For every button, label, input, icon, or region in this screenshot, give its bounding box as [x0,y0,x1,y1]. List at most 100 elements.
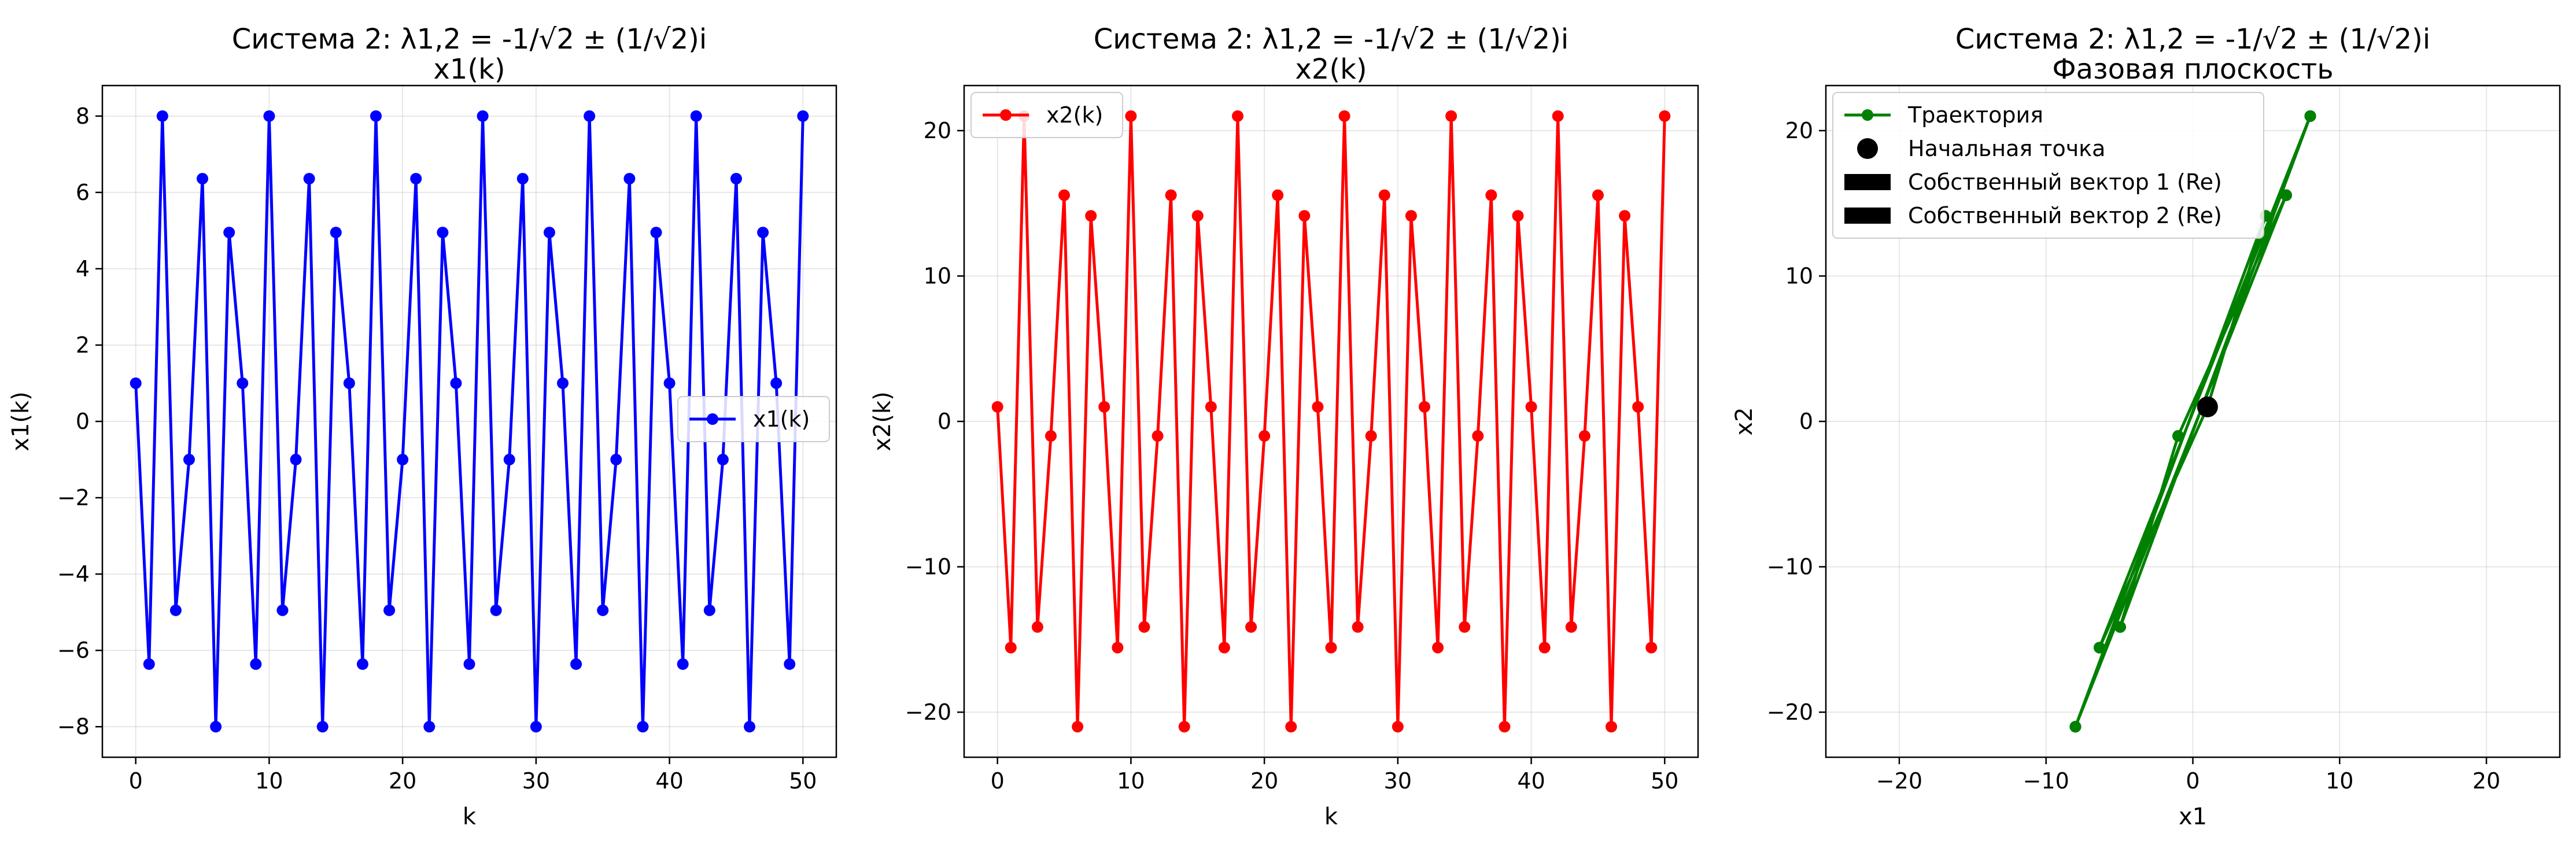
y-tick-label: 20 [924,118,951,143]
y-tick-label: 10 [924,263,951,288]
data-point [2094,642,2106,654]
data-point [343,377,355,389]
data-point [1352,621,1364,633]
data-point [1485,189,1497,201]
data-point [397,454,409,466]
data-point [2280,189,2292,201]
data-point [770,377,783,389]
data-point [1191,210,1204,222]
legend-box [970,92,1123,138]
legend-entry-series: x1(k) [689,406,810,432]
data-point [1231,110,1243,122]
y-tick-label: 0 [76,409,90,434]
data-point [1338,110,1350,122]
x-tick-label: 10 [2326,768,2353,794]
data-point [1565,621,1577,633]
chart-subtitle: x2(k) [1295,53,1367,86]
data-point [1098,401,1110,413]
data-point [1552,110,1564,122]
data-point [2172,430,2184,442]
legend-label: x2(k) [1046,102,1103,128]
y-tick-label: 4 [76,256,90,282]
legend-rect-icon [1844,208,1891,224]
y-axis-label: x2(k) [869,391,896,451]
x-tick-label: 50 [789,768,817,794]
data-point [1645,642,1658,654]
data-point [237,377,249,389]
chart-panel-2: Система 2: λ1,2 = -1/√2 ± (1/√2)ix2(k)0 1… [869,23,1699,830]
data-point [383,604,396,616]
data-point [276,604,289,616]
legend-entry-series: x2(k) [983,102,1103,128]
data-point [2114,621,2126,633]
data-point [143,658,155,670]
data-point [330,227,342,239]
y-tick-label: −4 [57,561,90,587]
y-tick-label: 20 [1785,118,1813,143]
x-tick-label: 20 [1250,768,1278,794]
data-point [570,658,582,670]
data-point [1472,430,1484,442]
data-point [677,658,689,670]
data-point [370,110,382,122]
data-point [1125,110,1137,122]
data-point [757,227,769,239]
data-point [1592,189,1604,201]
data-point [303,173,315,185]
data-point [1152,430,1164,442]
legend-marker-icon [707,413,718,425]
data-point [543,227,555,239]
legend: x1(k) [677,396,830,442]
data-point [730,173,742,185]
y-tick-label: −20 [1767,699,1813,725]
x-tick-label: −20 [1876,768,1922,794]
data-point [316,721,329,733]
x-axis-label: k [1324,803,1338,830]
x-tick-label: 50 [1651,768,1678,794]
legend-entry-start-point: Начальная точка [1857,136,2105,161]
data-point [1272,189,1284,201]
legend: x2(k) [970,92,1123,138]
chart-title: Система 2: λ1,2 = -1/√2 ± (1/√2)i [1094,23,1569,55]
legend-marker-icon [1862,109,1873,121]
y-tick-label: −8 [57,714,90,739]
data-point [490,604,502,616]
data-point [1085,210,1097,222]
chart-subtitle: x1(k) [433,53,505,86]
start-point-marker [2197,396,2218,417]
y-tick-label: 0 [1799,409,1813,434]
x-axis-label: x1 [2179,803,2207,830]
data-point [1138,621,1150,633]
data-point [1298,210,1311,222]
data-point [1031,621,1043,633]
y-tick-label: 10 [1785,263,1813,288]
data-point [1285,721,1297,733]
data-point [410,173,422,185]
legend-rect-icon [1844,174,1891,190]
chart-panel-3: Система 2: λ1,2 = -1/√2 ± (1/√2)iФазовая… [1731,23,2561,830]
data-point [290,454,302,466]
legend-entry-eigenvector-2: Собственный вектор 2 (Re) [1844,203,2222,228]
data-point [210,721,222,733]
data-point [1312,401,1324,413]
x-tick-label: 10 [255,768,283,794]
data-point [503,454,515,466]
legend-label: Траектория [1907,102,2043,128]
data-point [356,658,368,670]
data-point [1259,430,1271,442]
legend-dot-icon [1857,138,1878,159]
data-point [1419,401,1431,413]
x-tick-label: 40 [1517,768,1545,794]
data-point [1538,642,1551,654]
data-point [437,227,449,239]
data-point [1245,621,1257,633]
y-tick-label: 8 [76,103,90,129]
data-point [477,110,489,122]
data-point [597,604,609,616]
data-point [1445,110,1457,122]
data-point [1512,210,1524,222]
data-point [797,110,809,122]
data-point [1405,210,1417,222]
data-point [463,658,475,670]
